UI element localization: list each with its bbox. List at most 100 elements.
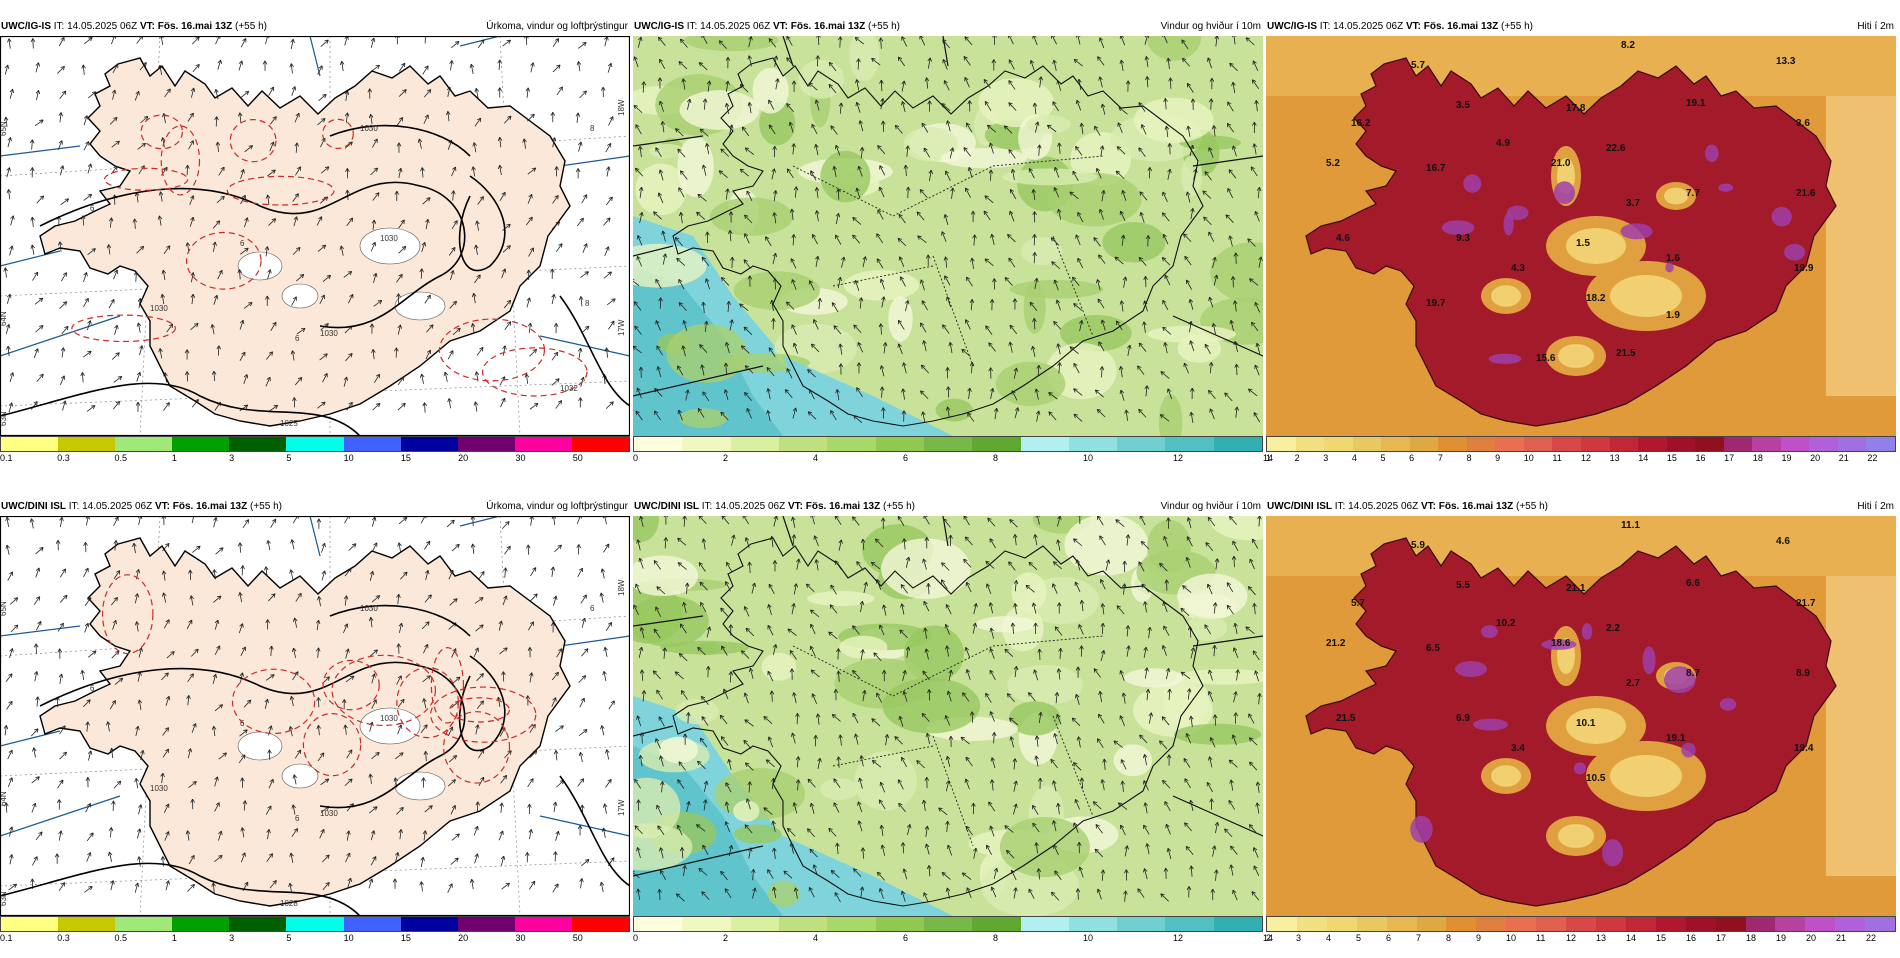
colorbar-tick: 6	[1409, 453, 1414, 463]
wind-arrow	[840, 37, 841, 48]
wind-arrow-head	[510, 322, 511, 326]
wind-arrow-head	[323, 753, 324, 757]
colorbar-swatch	[1581, 437, 1610, 451]
temperature-label: 5.7	[1411, 60, 1425, 71]
colorbar-swatch	[1410, 437, 1439, 451]
colorbar-swatch	[1495, 437, 1524, 451]
colorbar-swatch	[229, 917, 286, 931]
model-name: UWC/DINI ISL	[1, 501, 66, 512]
panel-header: UWC/DINI ISL IT: 14.05.2025 06Z VT: Fös.…	[633, 498, 1263, 516]
colorbar-swatch	[827, 437, 875, 451]
colorbar-tick: 10	[344, 933, 354, 943]
temperature-label: 4.6	[1336, 233, 1350, 244]
longitude-label: 18W	[617, 579, 626, 596]
valid-time: VT: Fös. 16.mai 13Z	[788, 501, 880, 512]
map-area	[633, 36, 1263, 436]
colorbar-tick: 12	[1173, 453, 1183, 463]
wind-arrow-head	[482, 347, 483, 351]
temperature-label: 8.2	[1621, 40, 1635, 51]
wind-arrow	[818, 36, 819, 45]
colorbar-swatch	[172, 437, 229, 451]
temperature-label: 4.9	[1496, 138, 1510, 149]
isobar-label: 1030	[150, 784, 168, 793]
wind-arrow-head	[172, 324, 173, 328]
wind-arrow	[1039, 649, 1040, 660]
wind-arrow-head	[561, 400, 562, 404]
colorbar-tick: 18	[1753, 453, 1763, 463]
temperature-label: 17.8	[1566, 103, 1586, 114]
colorbar-tick: 0.5	[115, 453, 128, 463]
temperature-label: 22.6	[1606, 143, 1626, 154]
colorbar-tick: 50	[573, 933, 583, 943]
latitude-label: 65N	[0, 601, 8, 616]
colorbar-swatch	[1021, 437, 1069, 451]
temperature-label: 18.2	[1586, 293, 1606, 304]
temperature-label: 7.7	[1686, 188, 1700, 199]
colorbar-tick: 5	[1381, 453, 1386, 463]
model-name: UWC/IG-IS	[1, 21, 51, 32]
colorbar-tick: 2	[723, 453, 728, 463]
colorbar-swatch	[1667, 437, 1696, 451]
colorbar-swatch	[458, 917, 515, 931]
temperature-label: 3.6	[1796, 118, 1810, 129]
colorbar-swatch	[1267, 437, 1296, 451]
colorbar-tick: 14	[1638, 453, 1648, 463]
map-svg	[633, 36, 1263, 436]
glacier	[282, 284, 318, 308]
glacier	[395, 772, 445, 800]
colorbar-swatch	[1381, 437, 1410, 451]
colorbar-tick: 4	[1352, 453, 1357, 463]
colorbar-tick: 1	[1266, 453, 1271, 463]
colorbar-tick: 4	[813, 453, 818, 463]
wind-arrow-head	[745, 720, 749, 721]
wind-arrow-head	[478, 826, 479, 830]
temperature-label: 3.7	[1626, 198, 1640, 209]
wind-arrow-head	[1099, 38, 1100, 42]
colorbar-tick: 10	[1083, 453, 1093, 463]
colorbar-swatch	[1809, 437, 1838, 451]
temperature-label: 4.3	[1511, 263, 1525, 274]
temperature-label: 21.0	[1551, 158, 1571, 169]
latitude-label: 65N	[0, 121, 8, 136]
colorbar-swatch	[1552, 437, 1581, 451]
wind-arrow-head	[401, 725, 402, 729]
colorbar-swatch	[1866, 437, 1895, 451]
run-info: UWC/DINI ISL IT: 14.05.2025 06Z VT: Fös.…	[634, 498, 915, 516]
wind-arrow-head	[88, 623, 89, 627]
panel-title: Hiti í 2m	[1857, 18, 1894, 36]
wind-arrow-head	[505, 269, 506, 273]
wind-arrow-head	[480, 275, 481, 279]
temperature-label: 1.9	[1666, 310, 1680, 321]
colorbar-tick: 50	[573, 453, 583, 463]
precip-label: 6	[90, 684, 95, 693]
lead-time: (+55 h)	[880, 501, 915, 512]
colorbar-tick: 11	[1552, 453, 1561, 463]
colorbar-swatch	[779, 437, 827, 451]
colorbar-tick: 1	[172, 933, 177, 943]
colorbar-tick: 2	[1295, 453, 1300, 463]
temperature-label: 19.1	[1686, 98, 1706, 109]
wind-arrow-head	[945, 624, 946, 628]
isobar-label: 1030	[380, 234, 398, 243]
valid-time: VT: Fös. 16.mai 13Z	[773, 21, 865, 32]
wind-arrow-head	[1076, 100, 1077, 104]
colorbar-tick: 0.3	[57, 933, 70, 943]
init-time: IT: 14.05.2025 06Z	[684, 21, 773, 32]
colorbar-tick: 5	[286, 453, 291, 463]
colorbar-tick: 15	[1667, 453, 1677, 463]
colorbar-swatch	[731, 437, 779, 451]
wind-arrow-head	[506, 596, 507, 600]
colorbar-swatch	[1353, 437, 1382, 451]
colorbar-tick: 21	[1839, 453, 1849, 463]
temperature-label: 13.3	[1776, 56, 1796, 67]
isobar-label: 1030	[380, 714, 398, 723]
temperature-label: 21.5	[1616, 348, 1636, 359]
colorbar-tick: 0.5	[115, 933, 128, 943]
colorbar-swatch	[58, 917, 115, 931]
longitude-label: 18W	[617, 99, 626, 116]
precip-label: 6	[90, 204, 95, 213]
model-name: UWC/DINI ISL	[634, 501, 699, 512]
wind-arrow-head	[272, 854, 273, 858]
